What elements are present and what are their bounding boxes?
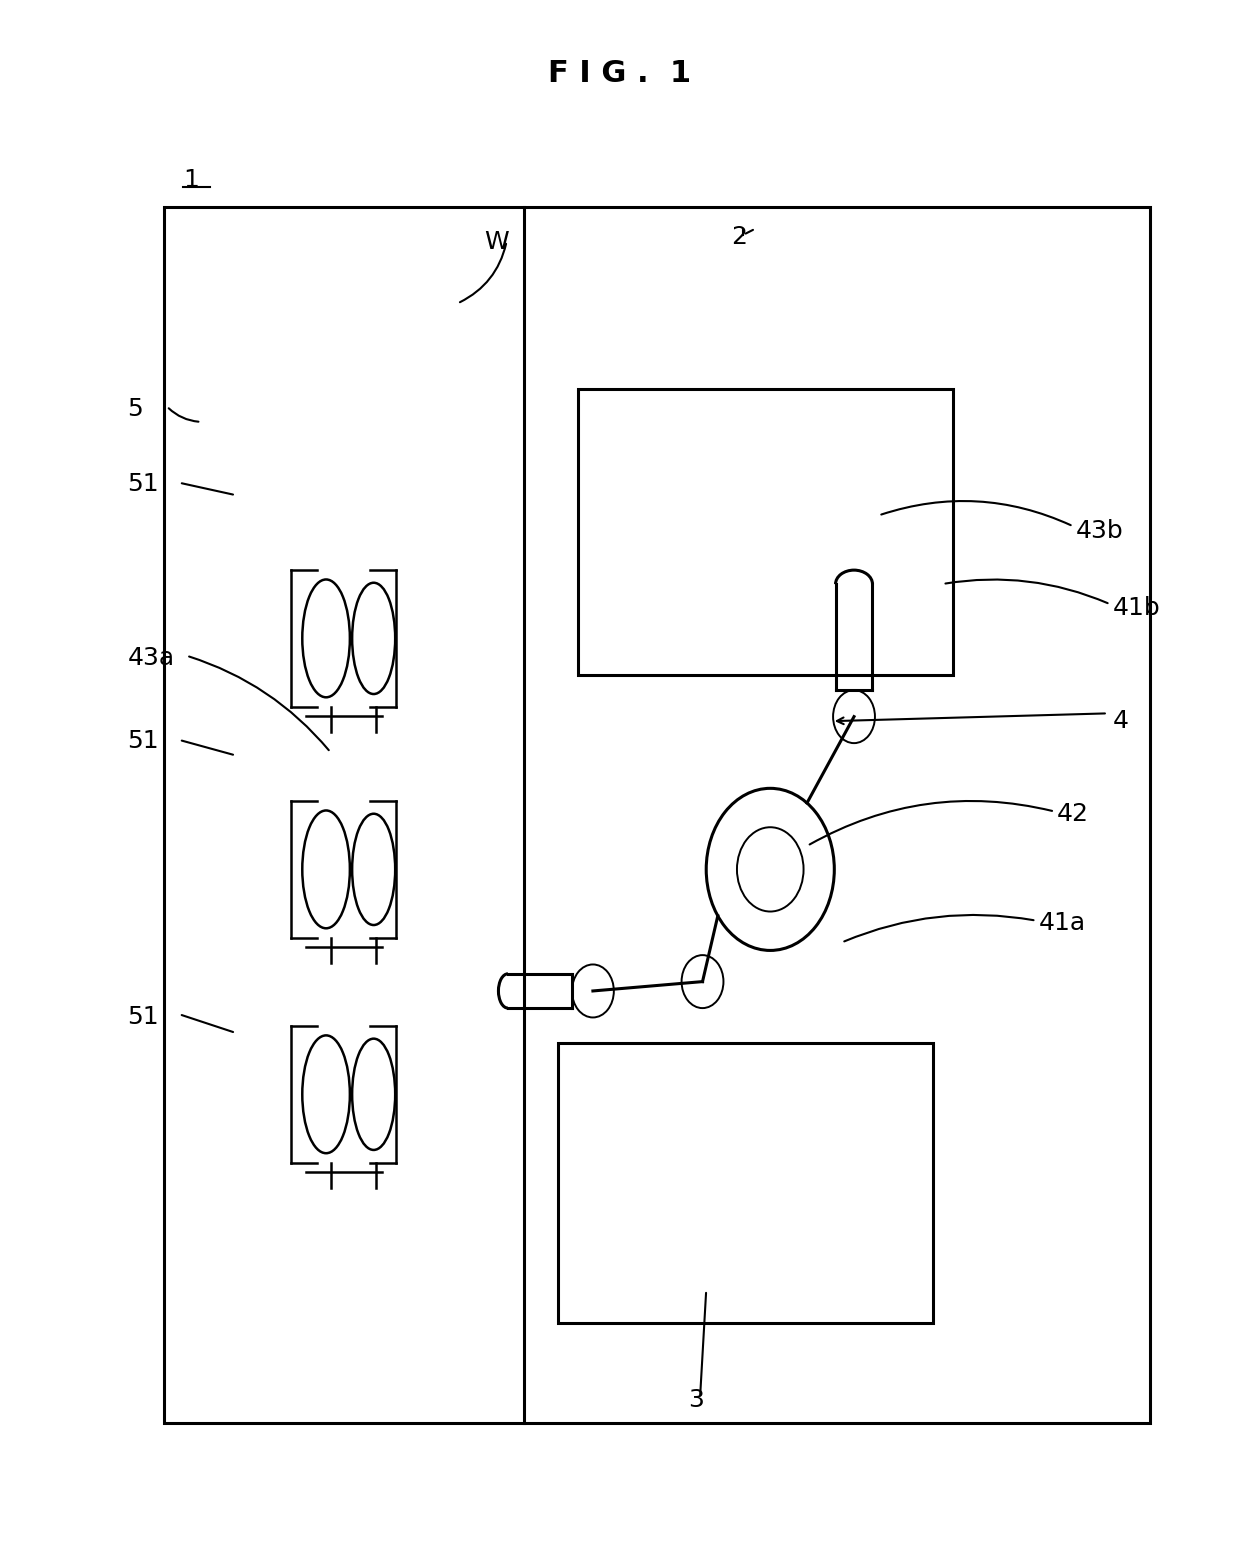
- Text: 41b: 41b: [1112, 597, 1161, 621]
- Text: 51: 51: [128, 472, 159, 495]
- Text: 43b: 43b: [1076, 519, 1123, 542]
- Bar: [164, 207, 1149, 1423]
- Bar: [558, 1044, 932, 1323]
- Text: 3: 3: [688, 1388, 703, 1412]
- Text: 43a: 43a: [128, 646, 175, 671]
- Text: 42: 42: [1058, 802, 1089, 826]
- Text: 5: 5: [128, 396, 143, 422]
- Text: 1: 1: [182, 168, 198, 191]
- Text: 4: 4: [1112, 708, 1128, 733]
- Text: 41a: 41a: [1039, 912, 1086, 935]
- Text: 51: 51: [128, 1004, 159, 1030]
- Text: 51: 51: [128, 729, 159, 754]
- Text: 2: 2: [730, 226, 746, 249]
- Text: W: W: [485, 230, 510, 254]
- Bar: [578, 389, 952, 675]
- Text: F I G .  1: F I G . 1: [548, 58, 692, 88]
